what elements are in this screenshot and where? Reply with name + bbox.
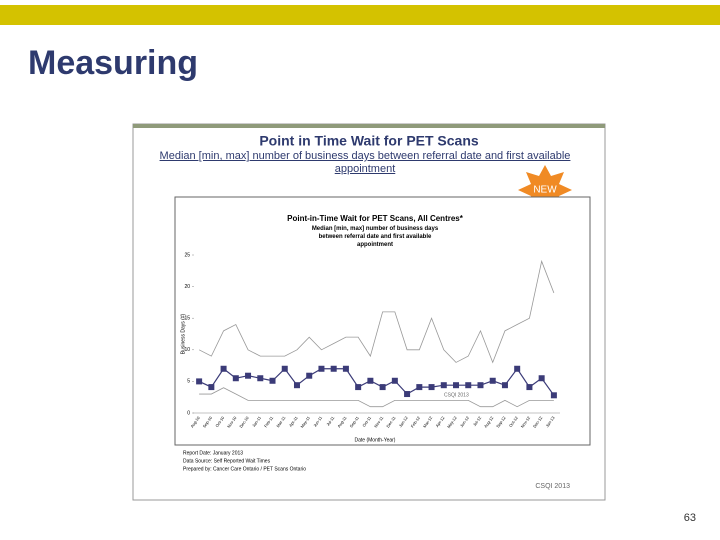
point <box>379 384 386 391</box>
point <box>281 365 288 372</box>
point <box>257 375 264 382</box>
x-tick-label: Jul-12 <box>472 415 483 427</box>
watermark: CSQI 2013 <box>444 392 469 398</box>
x-tick-label: Jan-13 <box>544 415 556 429</box>
point <box>342 365 349 372</box>
credit: CSQI 2013 <box>535 483 570 490</box>
x-tick-label: Jun-12 <box>459 415 471 429</box>
point <box>477 382 484 389</box>
point <box>416 384 423 391</box>
point <box>367 377 374 384</box>
x-tick-label: Aug-10 <box>189 415 201 429</box>
point <box>330 365 337 372</box>
panel-subtitle-box: Median [min, max] number of business day… <box>159 150 571 175</box>
point <box>208 384 215 391</box>
chart-frame <box>174 196 591 446</box>
chart-subtitle: Median [min, max] number of business day… <box>311 226 439 248</box>
point <box>526 384 533 391</box>
point <box>538 375 545 382</box>
point <box>391 377 398 384</box>
panel-bar <box>133 124 605 128</box>
x-tick-label: Oct-12 <box>508 415 519 428</box>
note: Prepared by: Cancer Care Ontario / PET S… <box>183 466 306 472</box>
point <box>196 378 203 385</box>
x-tick-label: Apr-11 <box>288 415 299 428</box>
x-tick-label: Jan-11 <box>251 415 262 428</box>
x-tick-label: Oct-10 <box>214 415 225 428</box>
top-bar <box>0 5 720 25</box>
y-tick-label: 15 <box>184 316 190 322</box>
point <box>428 384 435 391</box>
y-tick-label: 0 <box>187 410 190 416</box>
x-tick-label: Sep-10 <box>202 415 214 429</box>
y-tick-label: 10 <box>184 347 190 353</box>
x-tick-label: Jun-11 <box>312 415 323 428</box>
point <box>550 392 557 399</box>
y-tick-label: 5 <box>187 379 190 385</box>
x-tick-label: Sep-11 <box>349 415 361 429</box>
series-line <box>198 259 555 364</box>
x-tick-label: Nov-11 <box>373 415 385 429</box>
point <box>489 377 496 384</box>
point <box>293 382 300 389</box>
x-tick-label: Apr-12 <box>434 415 445 428</box>
x-tick-label: Nov-12 <box>520 415 532 429</box>
chart-subtitle-box: Median [min, max] number of business day… <box>311 226 439 248</box>
y-tick-label: 25 <box>184 252 190 258</box>
x-axis-label: Date (Month-Year) <box>355 437 396 443</box>
point <box>232 375 239 382</box>
x-tick-label: Aug-11 <box>336 415 348 429</box>
point <box>306 372 313 379</box>
point <box>440 382 447 389</box>
point <box>355 384 362 391</box>
x-tick-label: Dec-10 <box>238 415 250 429</box>
point <box>220 365 227 372</box>
x-tick-label: Nov-10 <box>226 415 238 429</box>
slide-title: Measuring <box>28 44 198 82</box>
panel-subtitle: Median [min, max] number of business day… <box>159 150 571 175</box>
point <box>514 365 521 372</box>
page-number: 63 <box>684 512 696 524</box>
badge-text: NEW <box>533 185 557 196</box>
point <box>269 377 276 384</box>
y-axis-label: Business Days (#) <box>180 313 186 354</box>
x-tick-label: Dec-11 <box>385 415 397 429</box>
note: Report Date: January 2013 <box>183 450 243 456</box>
x-tick-label: Sep-12 <box>495 415 507 429</box>
x-tick-label: Mar-11 <box>275 415 287 429</box>
y-tick-label: 20 <box>184 284 190 290</box>
x-tick-label: Aug-12 <box>483 415 495 429</box>
x-tick-label: Mar-12 <box>422 415 434 429</box>
point <box>453 382 460 389</box>
point <box>245 372 252 379</box>
x-tick-label: Jan-12 <box>398 415 410 429</box>
x-tick-label: Jul-11 <box>325 415 336 427</box>
point <box>404 391 411 398</box>
series-line <box>199 387 554 408</box>
note: Data Source: Self Reported Wait Times <box>183 458 271 464</box>
chart-title: Point-in-Time Wait for PET Scans, All Ce… <box>287 214 464 223</box>
x-tick-label: Feb-11 <box>263 415 275 429</box>
x-tick-label: Dec-12 <box>532 415 544 429</box>
point <box>318 365 325 372</box>
point <box>501 382 508 389</box>
panel-title: Point in Time Wait for PET Scans <box>259 133 479 149</box>
x-tick-label: Feb-12 <box>410 415 422 429</box>
point <box>465 382 472 389</box>
x-tick-label: Oct-11 <box>361 415 372 428</box>
